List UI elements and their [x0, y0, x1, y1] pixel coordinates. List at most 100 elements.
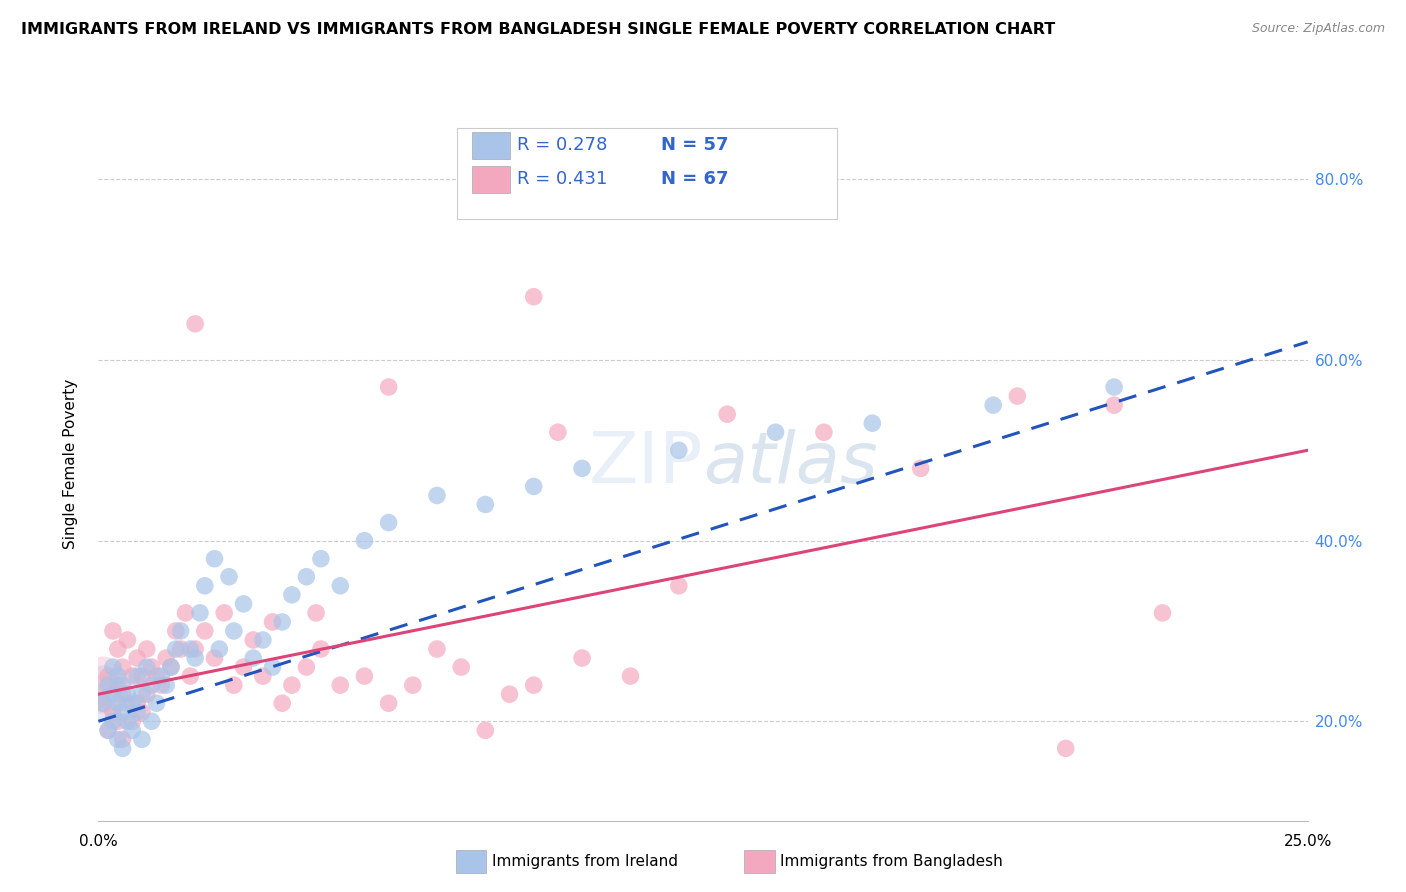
Point — [619, 669, 641, 683]
Point — [131, 732, 153, 747]
Point — [295, 660, 318, 674]
Point — [117, 714, 139, 729]
Point — [107, 732, 129, 747]
Point — [184, 642, 207, 657]
Point — [111, 660, 134, 674]
Point — [523, 290, 546, 304]
Point — [107, 714, 129, 729]
Point — [184, 651, 207, 665]
Point — [668, 579, 690, 593]
Point — [571, 461, 593, 475]
Y-axis label: Single Female Poverty: Single Female Poverty — [63, 379, 77, 549]
Point — [571, 651, 593, 665]
Point — [91, 669, 114, 683]
Point — [141, 714, 163, 729]
Text: N = 67: N = 67 — [661, 170, 728, 188]
Text: atlas: atlas — [703, 429, 877, 499]
Point — [329, 678, 352, 692]
Point — [127, 651, 149, 665]
Point — [101, 687, 124, 701]
Point — [426, 488, 449, 502]
Point — [474, 723, 496, 738]
Point — [101, 660, 124, 674]
Point — [165, 624, 187, 638]
Point — [262, 660, 284, 674]
Point — [212, 606, 235, 620]
Point — [981, 398, 1004, 412]
Point — [107, 678, 129, 692]
Point — [271, 696, 294, 710]
Point — [145, 669, 167, 683]
Point — [188, 606, 211, 620]
Point — [1102, 398, 1125, 412]
Point — [353, 533, 375, 548]
Point — [127, 696, 149, 710]
Point — [204, 551, 226, 566]
Point — [91, 696, 114, 710]
Point — [135, 687, 157, 701]
Point — [165, 642, 187, 657]
Point — [498, 687, 520, 701]
Point — [107, 696, 129, 710]
Point — [426, 642, 449, 657]
Text: R = 0.431: R = 0.431 — [517, 170, 607, 188]
Point — [97, 678, 120, 692]
Point — [281, 678, 304, 692]
Point — [121, 669, 143, 683]
Point — [194, 624, 217, 638]
Point — [179, 669, 201, 683]
Text: N = 57: N = 57 — [661, 136, 728, 154]
Point — [309, 551, 332, 566]
Point — [91, 687, 114, 701]
Point — [131, 687, 153, 701]
Point — [121, 723, 143, 738]
Point — [141, 678, 163, 692]
Point — [474, 498, 496, 512]
Point — [523, 479, 546, 493]
Point — [242, 632, 264, 647]
Point — [135, 642, 157, 657]
Point — [218, 570, 240, 584]
Point — [242, 651, 264, 665]
Point — [111, 741, 134, 756]
Point — [135, 660, 157, 674]
Point — [141, 660, 163, 674]
Text: ZIP: ZIP — [589, 429, 703, 499]
Point — [1054, 741, 1077, 756]
Point — [910, 461, 932, 475]
Point — [127, 705, 149, 719]
Point — [222, 624, 245, 638]
Point — [121, 696, 143, 710]
Point — [765, 425, 787, 440]
Text: Immigrants from Bangladesh: Immigrants from Bangladesh — [780, 855, 1002, 869]
Point — [107, 642, 129, 657]
Point — [169, 624, 191, 638]
Point — [127, 669, 149, 683]
Point — [222, 678, 245, 692]
Point — [111, 678, 134, 692]
Text: Source: ZipAtlas.com: Source: ZipAtlas.com — [1251, 22, 1385, 36]
Point — [97, 723, 120, 738]
Point — [402, 678, 425, 692]
Point — [377, 380, 399, 394]
Point — [160, 660, 183, 674]
Point — [117, 632, 139, 647]
Point — [111, 732, 134, 747]
Text: IMMIGRANTS FROM IRELAND VS IMMIGRANTS FROM BANGLADESH SINGLE FEMALE POVERTY CORR: IMMIGRANTS FROM IRELAND VS IMMIGRANTS FR… — [21, 22, 1056, 37]
Point — [107, 669, 129, 683]
Point — [860, 416, 883, 430]
Point — [117, 696, 139, 710]
Point — [329, 579, 352, 593]
Point — [155, 678, 177, 692]
Point — [184, 317, 207, 331]
Point — [450, 660, 472, 674]
Point — [232, 660, 254, 674]
Point — [309, 642, 332, 657]
Point — [101, 705, 124, 719]
Point — [377, 696, 399, 710]
Point — [1152, 606, 1174, 620]
Point — [204, 651, 226, 665]
Point — [97, 723, 120, 738]
Point — [145, 696, 167, 710]
Point — [547, 425, 569, 440]
